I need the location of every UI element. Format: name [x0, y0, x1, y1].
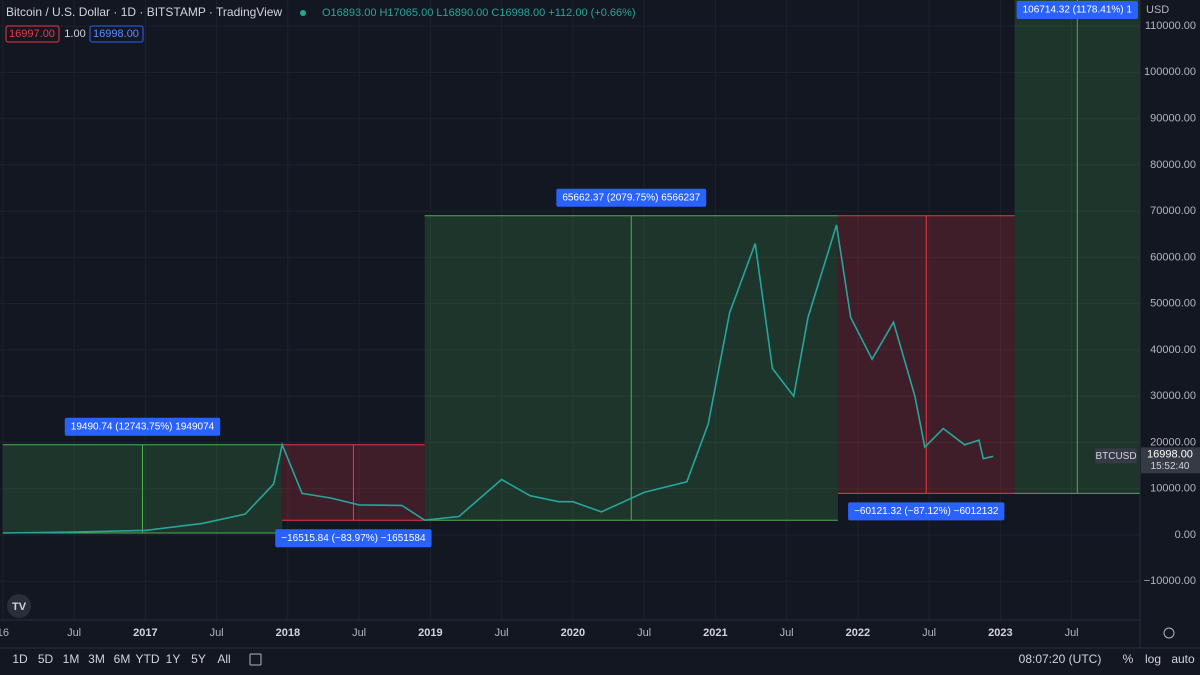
y-tick-label: −10000.00	[1144, 575, 1196, 587]
y-tick-label: 80000.00	[1150, 159, 1196, 171]
range-label-text: 106714.32 (1178.41%) 1	[1023, 5, 1133, 16]
range-label-text: −16515.84 (−83.97%) −1651584	[281, 533, 426, 544]
y-tick-label: 110000.00	[1145, 20, 1196, 32]
x-tick-label: Jul	[352, 627, 366, 639]
x-tick-label: Jul	[637, 627, 651, 639]
price-line	[2, 224, 994, 534]
x-tick-label: 2021	[703, 627, 727, 639]
spread: 1.00	[64, 28, 85, 40]
range-button[interactable]: 5D	[38, 652, 54, 666]
currency: USD	[1146, 4, 1169, 16]
countdown: 15:52:40	[1151, 461, 1190, 472]
symbol-tag-box	[1095, 448, 1137, 464]
y-tick-label: 50000.00	[1150, 298, 1196, 310]
y-tick-label: 10000.00	[1150, 483, 1196, 495]
range-button[interactable]: 5Y	[191, 652, 206, 666]
range-label-box	[556, 188, 707, 207]
x-tick-label: 2023	[988, 627, 1012, 639]
x-tick-label: Jul	[210, 627, 224, 639]
legend: Bitcoin / U.S. Dollar · 1D · BITSTAMP · …	[5, 5, 636, 43]
log-toggle[interactable]: log	[1145, 652, 1161, 666]
svg-text:TV: TV	[12, 601, 27, 613]
range-button[interactable]: 3M	[88, 652, 105, 666]
range-label-box	[64, 417, 221, 436]
range-label-box	[275, 529, 432, 548]
toolbar: 08:07:20 (UTC) % log auto 1D 5D 1M 3M 6M YTD 1…	[12, 627, 1195, 666]
date-range-icon[interactable]	[249, 653, 262, 666]
bid-box[interactable]	[5, 25, 60, 43]
ohlc: O16893.00 H17065.00 L16890.00 C16998.00 …	[322, 7, 636, 19]
x-tick-label: 16	[0, 627, 9, 639]
x-tick-label: Jul	[495, 627, 509, 639]
range-label-box	[848, 502, 1005, 521]
y-tick-label: 60000.00	[1150, 251, 1196, 263]
range-label: 19490.74 (12743.75%) 1949074	[64, 417, 221, 436]
symbol-title: Bitcoin / U.S. Dollar · 1D · BITSTAMP · …	[6, 5, 282, 19]
range-label-text: 65662.37 (2079.75%) 6566237	[562, 192, 700, 203]
x-tick-label: Jul	[1065, 627, 1079, 639]
y-tick-label: 90000.00	[1150, 112, 1196, 124]
range-button[interactable]: 1M	[63, 652, 80, 666]
range-label: 106714.32 (1178.41%) 1	[1016, 1, 1138, 19]
ask-box[interactable]	[89, 25, 144, 43]
price-tag: 16998.00	[1147, 448, 1193, 460]
plot-area	[0, 0, 1140, 620]
price-tag-box	[1141, 447, 1200, 474]
y-tick-label: 30000.00	[1150, 390, 1196, 402]
x-tick-label: 2020	[561, 627, 585, 639]
x-tick-label: 2018	[276, 627, 300, 639]
x-tick-label: 2022	[846, 627, 870, 639]
y-tick-label: 0.00	[1175, 529, 1196, 541]
range-button[interactable]: All	[217, 652, 230, 666]
range-button[interactable]: 1D	[12, 652, 28, 666]
x-tick-label: 2017	[133, 627, 157, 639]
x-tick-label: 2019	[418, 627, 442, 639]
y-tick-label: 100000.00	[1144, 66, 1196, 78]
range-label-text: −60121.32 (−87.12%) −6012132	[854, 506, 999, 517]
y-tick-label: 70000.00	[1150, 205, 1196, 217]
tradingview-logo: TV	[7, 594, 31, 618]
range-label: 65662.37 (2079.75%) 6566237	[556, 188, 707, 207]
range-button[interactable]: 1Y	[166, 652, 181, 666]
settings-icon[interactable]	[1163, 627, 1175, 639]
auto-toggle[interactable]: auto	[1171, 652, 1195, 666]
bid[interactable]: 16997.00	[9, 28, 55, 40]
percent-toggle[interactable]: %	[1123, 652, 1134, 666]
range-button[interactable]: 6M	[114, 652, 131, 666]
range-label-box	[1016, 1, 1138, 19]
x-tick-label: Jul	[67, 627, 81, 639]
clock: 08:07:20 (UTC)	[1019, 652, 1102, 666]
x-tick-label: Jul	[922, 627, 936, 639]
x-tick-label: Jul	[780, 627, 794, 639]
y-tick-label: 40000.00	[1150, 344, 1196, 356]
status-dot	[300, 10, 306, 16]
range-label: −60121.32 (−87.12%) −6012132	[848, 502, 1005, 521]
range-label-text: 19490.74 (12743.75%) 1949074	[71, 421, 215, 432]
y-tick-label: 20000.00	[1150, 436, 1196, 448]
ask[interactable]: 16998.00	[93, 28, 139, 40]
range-button[interactable]: YTD	[136, 652, 160, 666]
range-label: −16515.84 (−83.97%) −1651584	[275, 529, 432, 548]
symbol-tag: BTCUSD	[1095, 451, 1136, 462]
